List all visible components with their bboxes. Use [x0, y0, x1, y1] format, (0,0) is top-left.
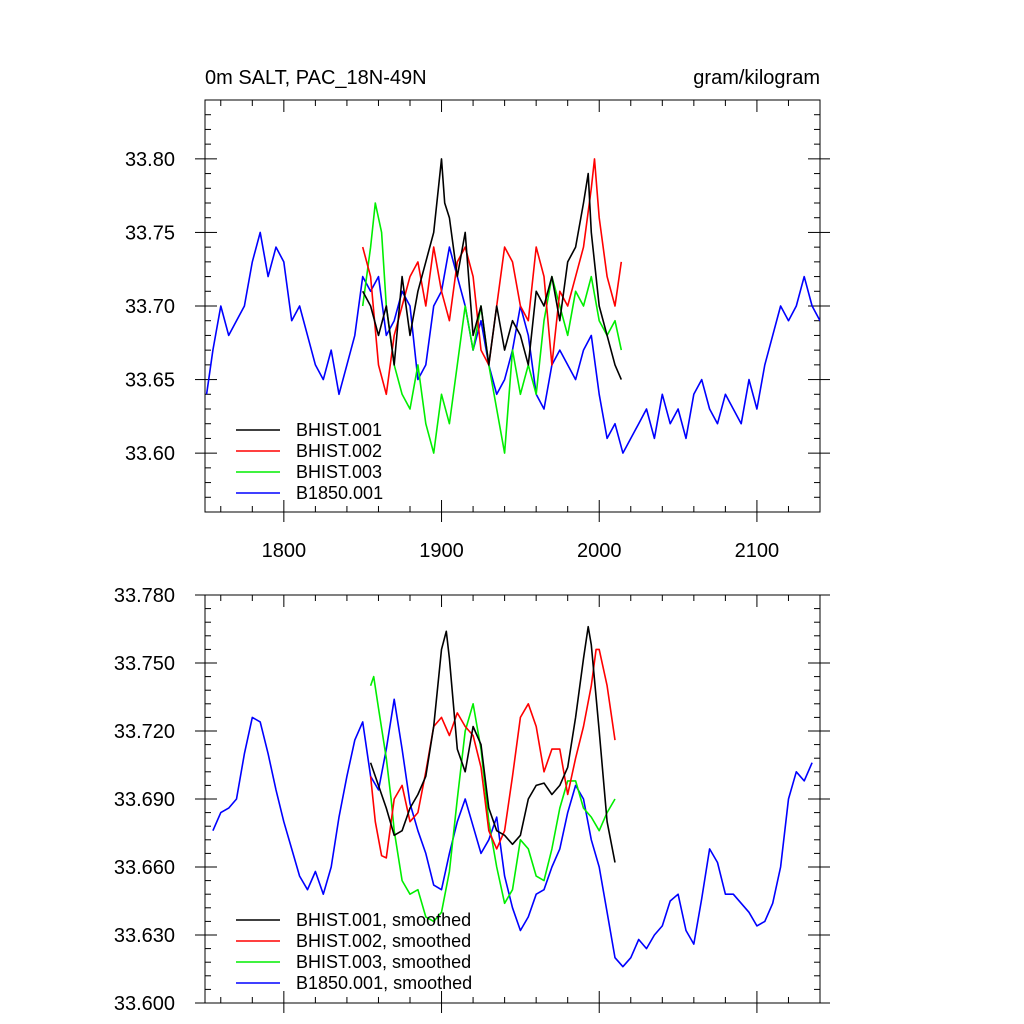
- y-tick-label: 33.75: [125, 222, 175, 244]
- legend-label: BHIST.002: [296, 441, 382, 461]
- legend-label: BHIST.003: [296, 462, 382, 482]
- series-line-bhist-003-smoothed: [369, 675, 616, 923]
- x-tick-label: 2100: [735, 540, 780, 562]
- chart-title: 0m SALT, PAC_18N-49N: [205, 67, 427, 89]
- y-tick-label: 33.750: [114, 653, 175, 675]
- top-panel: 1800 1900 2000 2100 33.60 33.65 33.70 33.75 33.8…: [125, 67, 830, 562]
- y-tick-label: 33.720: [114, 721, 175, 743]
- legend-label: BHIST.001, smoothed: [296, 910, 471, 930]
- x-tick-label: 2000: [577, 540, 622, 562]
- series-line-bhist-001-smoothed: [369, 625, 616, 863]
- legend-label: B1850.001, smoothed: [296, 973, 472, 993]
- y-tick-label: 33.630: [114, 925, 175, 947]
- y-tick-label: 33.70: [125, 296, 175, 318]
- x-tick-label: 1900: [419, 540, 464, 562]
- y-tick-label: 33.600: [114, 993, 175, 1015]
- chart-units: gram/kilogram: [693, 67, 820, 89]
- legend-label: BHIST.003, smoothed: [296, 952, 471, 972]
- y-tick-label: 33.690: [114, 789, 175, 811]
- x-tick-label: 1800: [262, 540, 307, 562]
- legend-label: BHIST.001: [296, 420, 382, 440]
- bottom-panel: 33.600 33.630 33.660 33.690 33.720 33.750 33.7…: [114, 585, 830, 1015]
- y-tick-label: 33.780: [114, 585, 175, 607]
- series-line-bhist-002-smoothed: [369, 648, 616, 859]
- legend-label: B1850.001: [296, 483, 383, 503]
- y-tick-label: 33.80: [125, 149, 175, 171]
- legend-label: BHIST.002, smoothed: [296, 931, 471, 951]
- y-tick-label: 33.60: [125, 443, 175, 465]
- y-tick-label: 33.660: [114, 857, 175, 879]
- series-line-b1850-001-smoothed: [212, 698, 813, 968]
- y-tick-label: 33.65: [125, 370, 175, 392]
- series-line-bhist-001: [361, 158, 623, 380]
